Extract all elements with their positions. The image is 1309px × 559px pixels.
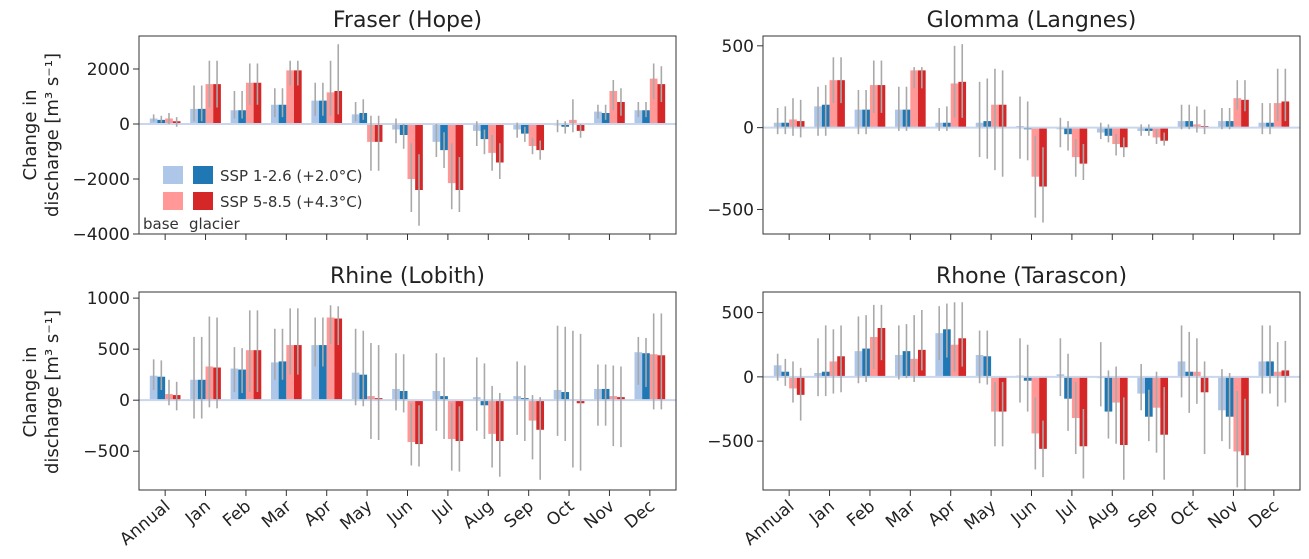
legend-swatch-ssp126-base	[163, 166, 183, 184]
x-tick-label: Annual	[116, 497, 174, 550]
x-tick-label: Nov	[1204, 497, 1242, 534]
bar	[326, 317, 335, 401]
y-tick-label: 500	[722, 37, 754, 57]
bar	[910, 70, 919, 128]
bar	[270, 362, 279, 401]
x-tick-label: Sep	[500, 497, 537, 533]
legend-glacier-label: glacier	[189, 215, 241, 233]
y-tick-label: 0	[119, 391, 130, 411]
bar	[536, 124, 545, 151]
x-tick-label: Feb	[843, 497, 879, 532]
x-tick-label: Annual	[740, 497, 798, 550]
y-axis-label-line2: discharge [m³ s⁻¹]	[42, 53, 63, 217]
x-tick-label: Mar	[882, 497, 919, 533]
bar	[918, 70, 926, 128]
x-tick-label: Nov	[580, 497, 618, 534]
x-tick-label: Mar	[258, 497, 295, 533]
x-tick-label: Dec	[1245, 497, 1283, 533]
bar	[1233, 98, 1242, 128]
x-tick-label: Jun	[1007, 497, 1041, 530]
legend-label-ssp585: SSP 5-8.5 (+4.3°C)	[220, 193, 363, 211]
y-axis-label-bottom: Change in discharge [m³ s⁻¹]	[20, 310, 63, 474]
bar	[278, 361, 287, 401]
x-tick-label: Jan	[181, 497, 215, 530]
bar	[334, 318, 343, 401]
y-axis-label-line2: discharge [m³ s⁻¹]	[42, 310, 63, 474]
bar	[837, 80, 845, 128]
y-tick-label: 2000	[87, 60, 130, 80]
x-tick-label: Jul	[1052, 497, 1081, 526]
y-axis-label-line1: Change in	[20, 89, 41, 180]
y-tick-label: −500	[83, 442, 130, 462]
x-tick-label: Apr	[925, 497, 960, 531]
x-tick-label: May	[337, 497, 377, 535]
chart-panels: Fraser (Hope) −4000 −2000 0 2000 Glomma (Lang…	[72, 8, 1301, 550]
bar	[286, 70, 295, 124]
y-tick-label: −2000	[72, 170, 130, 190]
bar	[311, 345, 320, 401]
chart-panel-1: Glomma (Langnes) −500 0 500	[707, 8, 1301, 240]
x-tick-label: Jun	[383, 497, 417, 530]
x-tick-label: Sep	[1124, 497, 1161, 533]
bar	[1039, 376, 1047, 449]
bar	[319, 345, 327, 401]
bar	[829, 80, 838, 128]
chart-title: Rhine (Lobith)	[330, 264, 485, 289]
y-tick-label: −500	[707, 432, 754, 452]
legend-label-ssp126: SSP 1-2.6 (+2.0°C)	[220, 167, 363, 185]
y-tick-label: 0	[119, 115, 130, 135]
x-tick-label: Apr	[301, 497, 336, 531]
bar	[1241, 99, 1249, 128]
y-tick-label: −4000	[72, 225, 130, 245]
chart-title: Fraser (Hope)	[333, 8, 482, 33]
x-tick-label: Oct	[1167, 496, 1203, 530]
bar	[657, 84, 666, 124]
x-tick-label: Aug	[459, 497, 497, 534]
x-tick-label: Jan	[805, 497, 839, 530]
y-tick-label: 0	[743, 368, 754, 388]
bar	[294, 70, 302, 124]
chart-title: Rhone (Tarascon)	[936, 264, 1127, 289]
chart-panel-0: Fraser (Hope) −4000 −2000 0 2000	[72, 8, 677, 245]
y-tick-label: 500	[722, 304, 754, 324]
y-axis-label-line1: Change in	[20, 346, 41, 437]
legend-swatch-ssp126-glacier	[193, 166, 213, 184]
legend-swatch-ssp585-base	[163, 192, 183, 210]
chart-title: Glomma (Langnes)	[927, 8, 1137, 33]
x-tick-label: Jul	[428, 497, 457, 526]
x-tick-label: Dec	[621, 497, 659, 533]
x-tick-label: Oct	[543, 496, 579, 530]
y-tick-label: 1000	[87, 289, 130, 309]
x-tick-label: Aug	[1083, 497, 1121, 534]
bar	[649, 78, 658, 124]
x-tick-label: May	[961, 497, 1001, 535]
y-tick-label: −500	[707, 200, 754, 220]
x-tick-label: Feb	[219, 497, 255, 532]
y-tick-label: 0	[743, 119, 754, 139]
legend: SSP 1-2.6 (+2.0°C) SSP 5-8.5 (+4.3°C) ba…	[143, 166, 363, 233]
legend-swatch-ssp585-glacier	[193, 192, 213, 210]
legend-base-label: base	[143, 215, 179, 233]
y-tick-label: 500	[98, 340, 130, 360]
bar	[528, 124, 537, 146]
y-axis-label-top: Change in discharge [m³ s⁻¹]	[20, 53, 63, 217]
